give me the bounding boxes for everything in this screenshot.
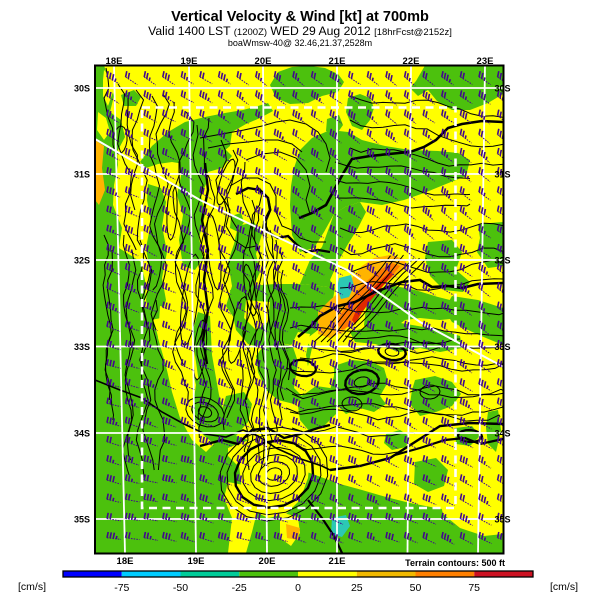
svg-text:35S: 35S (74, 515, 90, 525)
svg-text:22E: 22E (403, 56, 420, 67)
svg-text:[cm/s]: [cm/s] (18, 581, 46, 593)
svg-text:boaWmsw-40@ 32.46,21.37,2528m: boaWmsw-40@ 32.46,21.37,2528m (228, 38, 372, 48)
svg-text:35S: 35S (495, 515, 511, 525)
svg-text:25: 25 (351, 582, 363, 594)
svg-text:34S: 34S (495, 429, 511, 439)
svg-text:34S: 34S (74, 429, 90, 439)
svg-text:21E: 21E (329, 56, 346, 67)
svg-text:33S: 33S (74, 342, 90, 352)
svg-text:19E: 19E (181, 56, 198, 67)
svg-text:19E: 19E (188, 556, 205, 567)
svg-text:21E: 21E (329, 556, 346, 567)
svg-text:50: 50 (410, 582, 422, 594)
svg-text:20E: 20E (259, 556, 276, 567)
svg-text:-75: -75 (114, 582, 129, 594)
svg-text:30S: 30S (495, 84, 511, 94)
svg-text:31S: 31S (495, 170, 511, 180)
svg-text:0: 0 (295, 582, 301, 594)
svg-text:18E: 18E (106, 56, 123, 67)
svg-text:23E: 23E (477, 56, 494, 67)
svg-text:18E: 18E (117, 556, 134, 567)
svg-text:33S: 33S (495, 342, 511, 352)
svg-text:32S: 32S (495, 256, 511, 266)
svg-text:-50: -50 (173, 582, 188, 594)
svg-text:Valid 1400 LST (1200Z) WED 29: Valid 1400 LST (1200Z) WED 29 Aug 2012 [… (148, 24, 452, 38)
svg-text:Terrain contours: 500 ft: Terrain contours: 500 ft (405, 558, 505, 568)
svg-text:Vertical Velocity & Wind [kt]: Vertical Velocity & Wind [kt] at 700mb (171, 9, 429, 25)
svg-text:32S: 32S (74, 256, 90, 266)
svg-text:-25: -25 (232, 582, 247, 594)
svg-text:20E: 20E (255, 56, 272, 67)
svg-text:75: 75 (468, 582, 480, 594)
svg-text:31S: 31S (74, 170, 90, 180)
svg-text:[cm/s]: [cm/s] (550, 581, 578, 593)
svg-text:30S: 30S (74, 84, 90, 94)
